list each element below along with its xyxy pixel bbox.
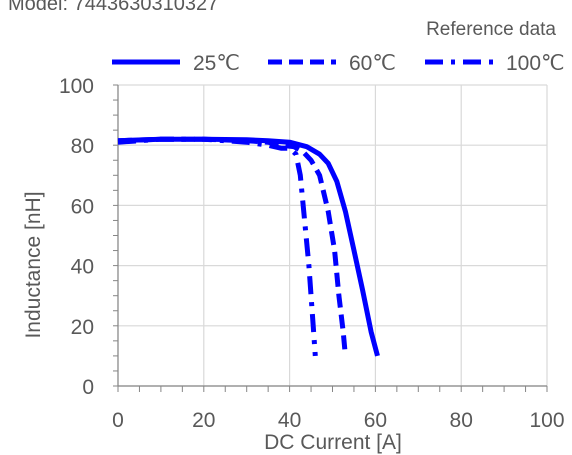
y-tick-label-1: 20 [71, 316, 94, 339]
x-axis-title: DC Current [A] [264, 431, 402, 454]
y-tick-label-4: 80 [71, 135, 94, 158]
series-line-0 [117, 136, 380, 357]
series-line-1 [117, 136, 348, 357]
x-tick-label-1: 20 [192, 409, 215, 432]
legend-label-1: 60℃ [349, 52, 396, 75]
series-lines [117, 136, 380, 357]
series-line-2 [117, 136, 318, 357]
y-tick-label-5: 100 [59, 75, 94, 98]
y-tick-label-3: 60 [71, 195, 94, 218]
x-tick-label-2: 40 [278, 409, 301, 432]
x-tick-label-0: 0 [112, 409, 124, 432]
legend-label-0: 25℃ [193, 52, 240, 75]
x-tick-label-3: 60 [364, 409, 387, 432]
axes [113, 84, 548, 392]
tick-labels: 0 20 40 60 80 100 0 20 40 60 80 100 [59, 75, 565, 432]
y-tick-label-0: 0 [82, 376, 94, 399]
reference-note: Reference data [426, 19, 556, 40]
y-tick-label-2: 40 [71, 256, 94, 279]
legend: 25℃ 60℃ 100℃ [112, 52, 565, 75]
chart-title: Model: 7443630310327 [8, 0, 218, 15]
y-axis-title: Inductance [nH] [22, 191, 45, 338]
grid [117, 84, 548, 387]
legend-label-2: 100℃ [506, 52, 565, 75]
x-tick-label-4: 80 [450, 409, 473, 432]
x-tick-label-5: 100 [529, 409, 564, 432]
